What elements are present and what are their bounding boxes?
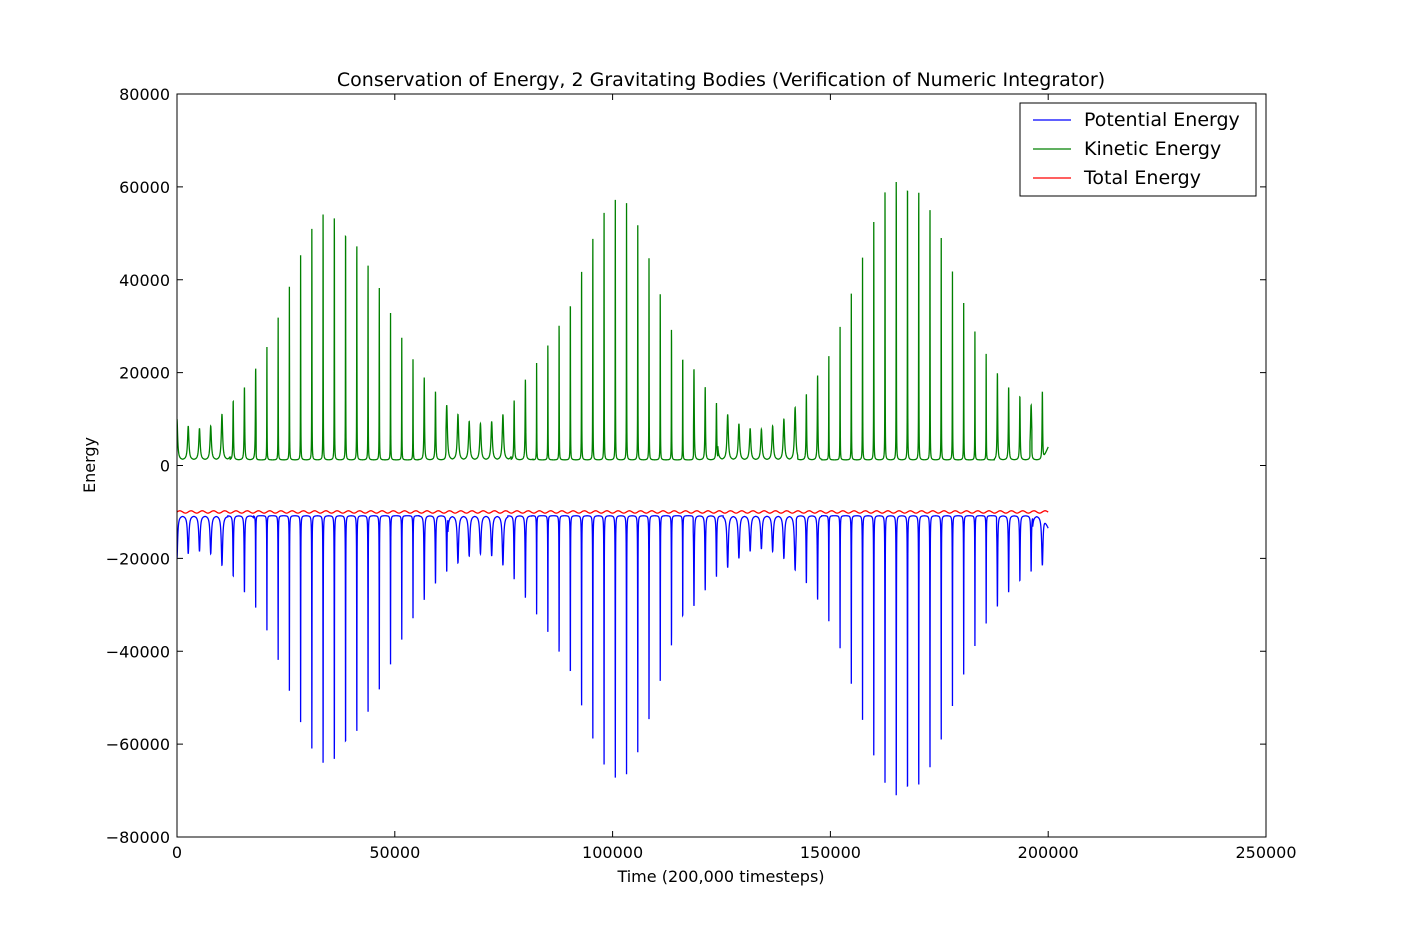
series-layer [177,181,1049,796]
x-tick-label: 150000 [800,843,861,862]
x-tick-label: 200000 [1018,843,1079,862]
y-tick-label: −40000 [106,642,170,661]
legend-label-kinetic: Kinetic Energy [1084,138,1221,160]
y-tick-label: −20000 [106,549,170,568]
x-tick-label: 50000 [369,843,420,862]
x-tick-label: 250000 [1235,843,1296,862]
x-tick-label: 100000 [582,843,643,862]
x-tick-label: 0 [172,843,182,862]
x-axis-label: Time (200,000 timesteps) [616,867,824,886]
y-tick-label: 0 [160,457,170,476]
y-tick-label: 60000 [119,178,170,197]
legend-label-total: Total Energy [1083,167,1201,189]
plot-area-frame [176,93,1267,838]
y-tick-label: −60000 [106,735,170,754]
y-tick-label: 20000 [119,364,170,383]
chart-title: Conservation of Energy, 2 Gravitating Bo… [337,69,1105,91]
total-energy-line [177,510,1049,514]
kinetic-energy-line [177,181,1049,461]
potential-energy-line [177,515,1049,796]
legend-label-potential: Potential Energy [1084,109,1240,131]
y-tick-label: 40000 [119,271,170,290]
y-axis-label: Energy [80,437,99,493]
x-axis: 0 50000 100000 150000 200000 250000 [172,94,1297,862]
y-axis: 80000 60000 40000 20000 0 −20000 −40000 −60000 −… [106,85,1266,847]
legend: Potential Energy Kinetic Energy Total En… [1019,102,1257,197]
y-tick-label: −80000 [106,828,170,847]
y-tick-label: 80000 [119,85,170,104]
